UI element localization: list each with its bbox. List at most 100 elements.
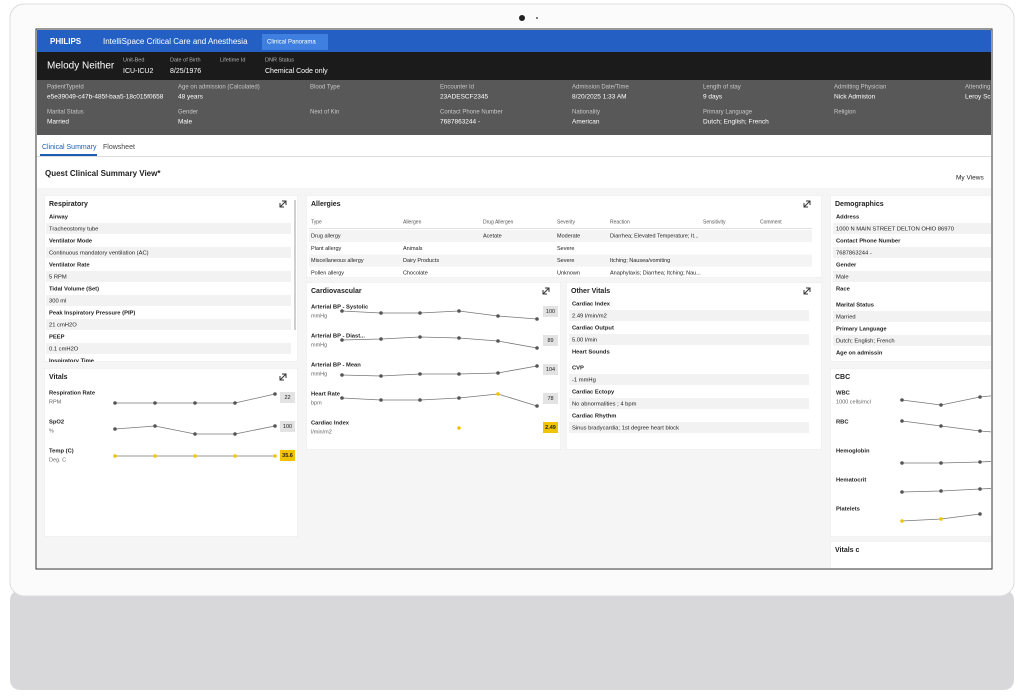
- table-cell: Chocolate: [403, 270, 428, 276]
- expand-icon[interactable]: [803, 200, 811, 208]
- item-value: 2.49 l/min/m2: [572, 314, 607, 320]
- trend-point: [418, 311, 422, 315]
- trend-point: [496, 392, 500, 396]
- column-header: Type: [311, 219, 322, 225]
- trend-point: [193, 401, 197, 405]
- item-value: No abnormalities ; 4 bpm: [572, 402, 637, 408]
- trend-point: [535, 317, 539, 321]
- trend-point: [153, 401, 157, 405]
- expand-icon[interactable]: [542, 287, 550, 295]
- trend-line: [341, 336, 538, 349]
- item-value: 7687863244 -: [836, 251, 872, 257]
- value-box: [543, 335, 558, 346]
- item-label: Peak Inspiratory Pressure (PIP): [49, 311, 135, 317]
- panel-title: CBC: [835, 374, 850, 381]
- item-value-bg: [46, 343, 291, 354]
- item-value: 300 ml: [49, 299, 66, 305]
- item-value: Tracheostomy tube: [49, 227, 98, 233]
- trend-value: 104: [546, 367, 555, 373]
- trend-value: 22: [284, 395, 290, 401]
- panel-respiratory: Respiratory Airway Tracheostomy tube Ventil…: [44, 195, 298, 362]
- trend-line: [341, 365, 538, 377]
- trend-label: RBC: [836, 420, 849, 426]
- item-label: Ventilator Mode: [49, 239, 93, 245]
- item-value-bg: [569, 310, 809, 321]
- column-header: Severity: [557, 219, 576, 225]
- item-value-bg: [46, 295, 291, 306]
- trend-point: [379, 398, 383, 402]
- table-cell: Moderate: [557, 233, 580, 239]
- trend-point: [340, 396, 344, 400]
- item-label: Heart Sounds: [572, 350, 610, 356]
- trend-point: [1017, 485, 1021, 489]
- item-value: Male: [836, 275, 849, 281]
- trend-point: [418, 335, 422, 339]
- panel-title: Vitals: [49, 374, 68, 381]
- info-label: Blood Type: [310, 85, 341, 91]
- trend-line: [341, 310, 538, 320]
- expand-icon[interactable]: [279, 373, 287, 381]
- trend-label: SpO2: [49, 420, 64, 426]
- tab[interactable]: Clinical Summary: [42, 144, 97, 151]
- panel-cardiovascular: Cardiovascular Arterial BP - Systolic mmHg…: [306, 282, 561, 450]
- trend-point: [457, 372, 461, 376]
- trend-unit: mmHg: [311, 371, 327, 377]
- item-label: PEEP: [49, 335, 65, 341]
- trend-point: [900, 398, 904, 402]
- app-tab[interactable]: Clinical Panorama: [267, 40, 316, 46]
- trend-line: [901, 420, 991, 433]
- monitor-chin: [10, 590, 1014, 690]
- trend-point: [153, 454, 157, 458]
- trend-point: [379, 337, 383, 341]
- trend-point: [939, 489, 943, 493]
- trend-label: Arterial BP - Mean: [311, 363, 361, 369]
- item-label: Ventilator Rate: [49, 263, 90, 269]
- trend-point: [939, 461, 943, 465]
- trend-value: 78: [547, 396, 553, 402]
- item-value-bg: [569, 334, 809, 345]
- item-label: Cardiac Output: [572, 326, 614, 332]
- panel-title: Allergies: [311, 201, 341, 208]
- panel-bg: [44, 368, 298, 537]
- field-label: Lifetime Id: [220, 57, 245, 63]
- value-box: [280, 392, 295, 403]
- trend-point: [113, 427, 117, 431]
- trend-point: [233, 454, 237, 458]
- trend-point: [1017, 391, 1021, 395]
- panel-title: Respiratory: [49, 201, 88, 208]
- trend-point: [978, 460, 982, 464]
- panel-other_vitals: Other Vitals Cardiac Index 2.49 l/min/m2 Ca…: [566, 282, 822, 450]
- panel-title: Demographics: [835, 201, 884, 208]
- camera: [519, 15, 525, 21]
- item-label: Race: [836, 287, 851, 293]
- tab[interactable]: Flowsheet: [103, 144, 135, 151]
- trend-point: [535, 404, 539, 408]
- trend-label: Platelets: [836, 507, 860, 513]
- item-value: 5 RPM: [49, 275, 67, 281]
- sensor: [536, 17, 538, 19]
- table-cell: Itching; Nausea/vomiting: [610, 258, 670, 264]
- item-value-bg: [46, 271, 291, 282]
- item-value-bg: [833, 223, 991, 234]
- trend-point: [233, 432, 237, 436]
- app-tab-bg: [262, 34, 328, 50]
- field-label: Date of Birth: [170, 57, 201, 63]
- field-value: 8/25/1976: [170, 68, 201, 75]
- expand-icon[interactable]: [279, 200, 287, 208]
- panel-demographics: Demographics Address 1000 N MAIN STREET DE…: [830, 195, 991, 362]
- panel-title: Other Vitals: [571, 288, 610, 295]
- trend-point: [340, 309, 344, 313]
- value-box: [543, 364, 558, 375]
- trend-unit: 1000 cells/mcl: [836, 399, 871, 405]
- trend-point: [978, 512, 982, 516]
- view-menu[interactable]: My Views: [956, 175, 984, 182]
- info-label: Admitting Physician: [834, 85, 886, 91]
- table-cell: Diarrhea; Elevated Temperature; It...: [610, 233, 699, 239]
- trend-point: [496, 339, 500, 343]
- trend-point: [1017, 458, 1021, 462]
- expand-icon[interactable]: [803, 287, 811, 295]
- trend-point: [496, 314, 500, 318]
- trend-label: Respiration Rate: [49, 391, 96, 397]
- trend-point: [978, 429, 982, 433]
